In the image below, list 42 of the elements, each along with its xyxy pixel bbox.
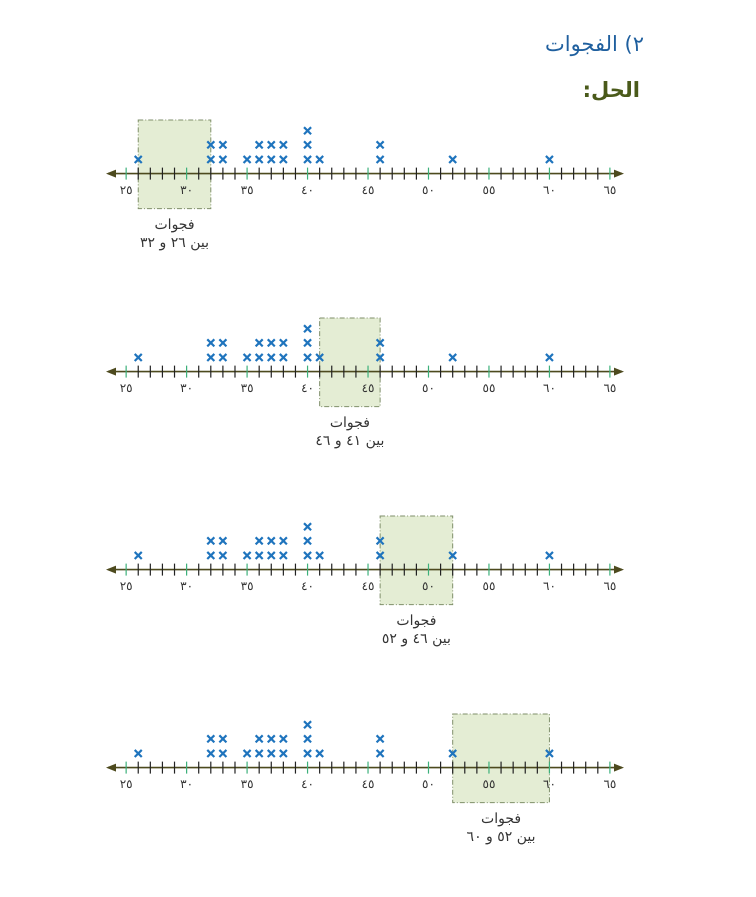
x-tick-label: ٣٠ bbox=[180, 776, 194, 791]
x-tick-label: ٢٥ bbox=[120, 380, 133, 395]
x-tick-label: ٣٥ bbox=[240, 380, 254, 395]
x-tick-label: ٣٥ bbox=[240, 776, 254, 791]
band-label: فجوات بين ٥٢ و ٦٠ bbox=[466, 811, 536, 846]
x-tick-label: ٥٥ bbox=[482, 776, 496, 791]
x-tick-label: ٢٥ bbox=[120, 182, 133, 197]
chart-subtitle: الحل: bbox=[582, 78, 640, 102]
x-tick-label: ٣٥ bbox=[240, 578, 254, 593]
x-tick-label: ٤٥ bbox=[362, 578, 374, 593]
x-tick-label: ٦٠ bbox=[542, 182, 556, 197]
x-tick-label: ٤٠ bbox=[301, 182, 314, 197]
x-tick-label: ٦٠ bbox=[542, 578, 556, 593]
x-tick-label: ٤٠ bbox=[301, 776, 314, 791]
x-tick-label: ٦٥ bbox=[603, 578, 616, 593]
x-tick-label: ٦٥ bbox=[603, 776, 616, 791]
band-label: فجوات بين ٢٦ و ٣٢ bbox=[140, 217, 210, 252]
chart-title: ٢) الفجوات bbox=[544, 32, 644, 56]
x-tick-label: ٥٥ bbox=[482, 578, 496, 593]
x-tick-label: ٣٠ bbox=[180, 380, 194, 395]
x-tick-label: ٣٠ bbox=[180, 578, 194, 593]
x-tick-label: ٤٥ bbox=[362, 380, 374, 395]
x-tick-label: ٥٥ bbox=[482, 380, 496, 395]
band-label: فجوات بين ٤١ و ٤٦ bbox=[315, 415, 384, 450]
x-tick-label: ٣٠ bbox=[180, 182, 194, 197]
x-tick-label: ٥٠ bbox=[422, 380, 435, 395]
x-tick-label: ٥٠ bbox=[422, 776, 435, 791]
x-tick-label: ٤٠ bbox=[301, 380, 314, 395]
x-tick-label: ٥٠ bbox=[422, 182, 435, 197]
x-tick-label: ٥٠ bbox=[422, 578, 435, 593]
x-tick-label: ٤٥ bbox=[362, 182, 374, 197]
x-tick-label: ٤٠ bbox=[301, 578, 314, 593]
x-tick-label: ٤٥ bbox=[362, 776, 374, 791]
x-tick-label: ٥٥ bbox=[482, 182, 496, 197]
x-tick-label: ٢٥ bbox=[120, 776, 133, 791]
x-tick-label: ٦٥ bbox=[603, 380, 616, 395]
band-label: فجوات بين ٤٦ و ٥٢ bbox=[382, 613, 451, 648]
x-tick-label: ٦٠ bbox=[542, 776, 556, 791]
x-tick-label: ٦٥ bbox=[603, 182, 616, 197]
x-tick-label: ٦٠ bbox=[542, 380, 556, 395]
x-tick-label: ٣٥ bbox=[240, 182, 254, 197]
x-tick-label: ٢٥ bbox=[120, 578, 133, 593]
